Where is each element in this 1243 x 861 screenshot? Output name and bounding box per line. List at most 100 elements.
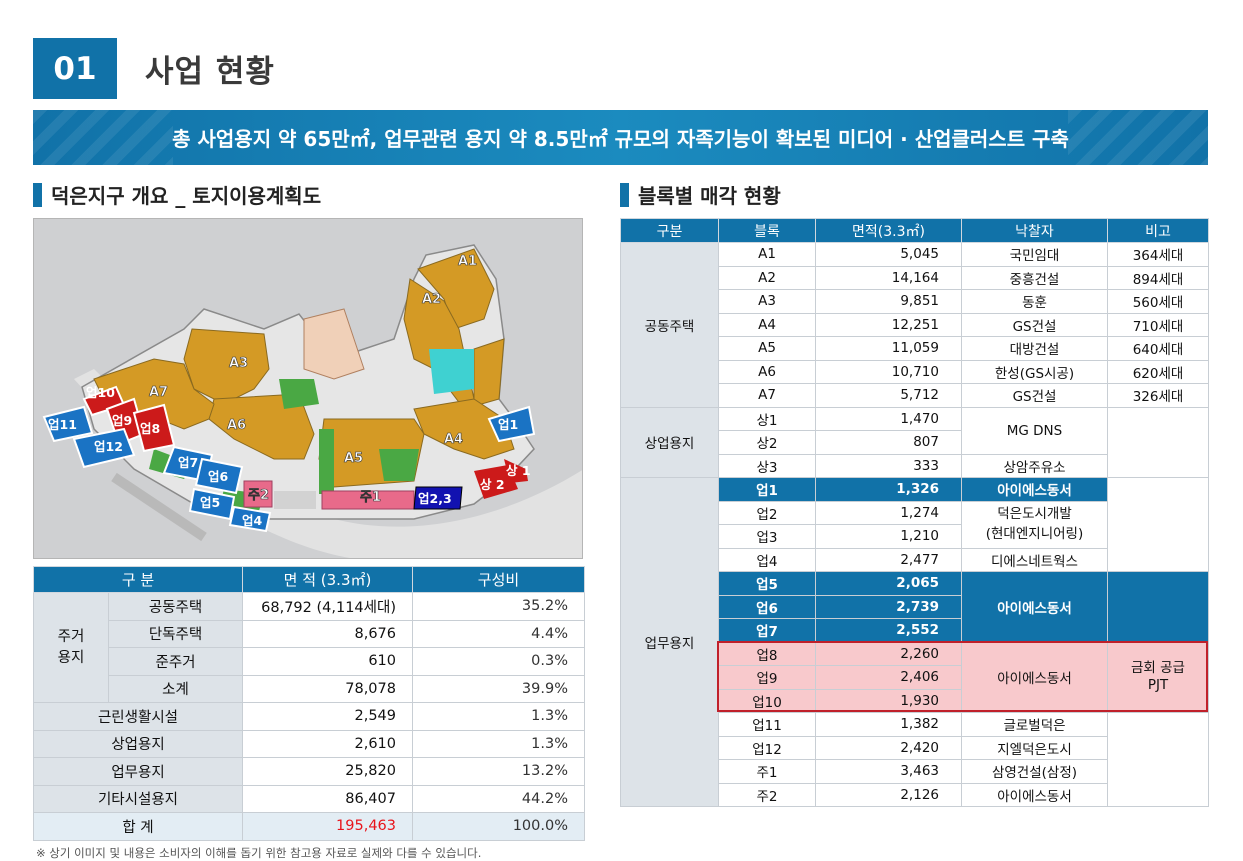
row-label: 단독주택 bbox=[108, 619, 243, 648]
area-cell: 1,470 bbox=[815, 406, 962, 431]
winner-cell: 아이에스동서 bbox=[961, 571, 1108, 643]
table-row: 공동주택 A1 5,045 국민임대 364세대 bbox=[620, 242, 1209, 408]
area-cell: 807 bbox=[815, 430, 962, 455]
land-use-heading-text: 덕은지구 개요 _ 토지이용계획도 bbox=[51, 184, 322, 208]
area-cell: 333 bbox=[815, 453, 962, 478]
table-row: 업6 2,739 bbox=[621, 594, 1209, 619]
row-ratio: 35.2% bbox=[412, 592, 585, 621]
map-label-a5: A5 bbox=[344, 451, 363, 466]
summary-header-area: 면 적 (3.3㎡) bbox=[242, 566, 413, 593]
winner-cell: 동훈 bbox=[961, 289, 1108, 314]
heading-bar bbox=[620, 182, 629, 207]
summary-header-ratio: 구성비 bbox=[412, 566, 585, 593]
note-cell: 894세대 bbox=[1107, 265, 1209, 290]
table-row: 업2 1,274 덕은도시개발 (현대엔지니어링) bbox=[621, 500, 1209, 549]
block-cell: A2 bbox=[718, 265, 816, 290]
map-label-a1: A1 bbox=[458, 254, 477, 269]
banner-text: 총 사업용지 약 65만㎡, 업무관련 용지 약 8.5만㎡ 규모의 자족기능이… bbox=[172, 127, 1069, 151]
area-cell: 2,477 bbox=[815, 547, 962, 572]
block-cell: 업9 bbox=[718, 665, 816, 690]
table-row: A7 5,712 GS건설 326세대 bbox=[621, 383, 1209, 408]
row-label: 소계 bbox=[108, 674, 243, 703]
area-cell: 2,420 bbox=[815, 735, 962, 760]
table-row: A5 11,059 대방건설 640세대 bbox=[621, 336, 1209, 361]
table-row: 업무용지 25,820 13.2% bbox=[33, 757, 585, 786]
table-row: 업12 2,420 지엘덕은도시 bbox=[621, 735, 1209, 760]
table-row: 업10 1,930 bbox=[621, 688, 1209, 713]
row-area: 610 bbox=[242, 647, 413, 676]
header-note: 비고 bbox=[1107, 218, 1209, 243]
block-cell: A1 bbox=[718, 242, 816, 267]
block-cell: 상3 bbox=[718, 453, 816, 478]
total-ratio: 100.0% bbox=[412, 812, 585, 841]
block-cell: A3 bbox=[718, 289, 816, 314]
block-cell: 주1 bbox=[718, 759, 816, 784]
block-cell: A6 bbox=[718, 359, 816, 384]
footnote: ※ 상기 이미지 및 내용은 소비자의 이해를 돕기 위한 참고용 자료로 실제… bbox=[36, 846, 482, 860]
table-row: 업9 2,406 bbox=[621, 665, 1209, 690]
block-sales-table: 구분 블록 면적(3.3㎡) 낙찰자 비고 공동주택 A1 5,045 국민임대… bbox=[620, 218, 1209, 807]
block-cell: 업2 bbox=[718, 500, 816, 525]
row-label: 상업용지 bbox=[33, 729, 243, 758]
table-row: 상2 807 bbox=[621, 430, 1209, 455]
header-category: 구분 bbox=[620, 218, 719, 243]
map-label-up23: 업2,3 bbox=[418, 491, 452, 506]
map-label-a6: A6 bbox=[227, 418, 246, 433]
map-label-up8: 업8 bbox=[140, 421, 160, 436]
table-row: 업4 2,477 디에스네트웍스 bbox=[621, 547, 1209, 572]
area-cell: 1,274 bbox=[815, 500, 962, 525]
category-business: 업무용지 bbox=[620, 477, 719, 807]
table-row: 업3 1,210 bbox=[621, 524, 1209, 549]
winner-cell: GS건설 bbox=[961, 312, 1108, 337]
winner-cell: 대방건설 bbox=[961, 336, 1108, 361]
table-row: 상3 333 상암주유소 bbox=[621, 453, 1209, 478]
winner-cell: 아이에스동서 bbox=[961, 477, 1108, 502]
winner-cell: 아이에스동서 bbox=[961, 641, 1108, 713]
block-cell: 업8 bbox=[718, 641, 816, 666]
winner-cell: 중흥건설 bbox=[961, 265, 1108, 290]
row-ratio: 0.3% bbox=[412, 647, 585, 676]
note-cell: 금회 공급 PJT bbox=[1107, 641, 1209, 713]
row-ratio: 1.3% bbox=[412, 729, 585, 758]
note-cell bbox=[1107, 571, 1209, 643]
land-use-map: A1 A2 A3 A4 A5 A6 A7 주1 주2 업10 업9 업8 업11… bbox=[33, 218, 583, 559]
map-label-a4: A4 bbox=[444, 432, 463, 447]
land-use-heading: 덕은지구 개요 _ 토지이용계획도 bbox=[33, 180, 321, 209]
winner-cell: 지엘덕은도시 bbox=[961, 735, 1108, 760]
block-cell: A5 bbox=[718, 336, 816, 361]
row-ratio: 1.3% bbox=[412, 702, 585, 731]
note-cell bbox=[1107, 406, 1209, 478]
area-cell: 3,463 bbox=[815, 759, 962, 784]
map-label-up7: 업7 bbox=[178, 455, 198, 470]
table-row: 주2 2,126 아이에스동서 bbox=[621, 782, 1209, 807]
area-cell: 1,210 bbox=[815, 524, 962, 549]
map-label-up11: 업11 bbox=[48, 417, 77, 432]
row-ratio: 13.2% bbox=[412, 757, 585, 786]
table-row: 준주거 610 0.3% bbox=[34, 647, 585, 676]
map-label-a3: A3 bbox=[229, 356, 248, 371]
block-cell: 업7 bbox=[718, 618, 816, 643]
area-cell: 14,164 bbox=[815, 265, 962, 290]
table-row: 상업용지 상1 1,470 MG DNS bbox=[620, 406, 1209, 478]
table-row: 기타시설용지 86,407 44.2% bbox=[33, 784, 585, 813]
area-cell: 5,712 bbox=[815, 383, 962, 408]
note-cell: 710세대 bbox=[1107, 312, 1209, 337]
table-row: 업11 1,382 글로벌덕은 bbox=[621, 712, 1209, 807]
table-row: 주1 3,463 삼영건설(삼정) bbox=[621, 759, 1209, 784]
area-cell: 12,251 bbox=[815, 312, 962, 337]
row-area: 78,078 bbox=[242, 674, 413, 703]
block-cell: 업11 bbox=[718, 712, 816, 737]
winner-cell: 국민임대 bbox=[961, 242, 1108, 267]
area-cell: 11,059 bbox=[815, 336, 962, 361]
table-row: 업5 2,065 아이에스동서 bbox=[621, 571, 1209, 643]
headline-banner: 총 사업용지 약 65만㎡, 업무관련 용지 약 8.5만㎡ 규모의 자족기능이… bbox=[33, 110, 1208, 165]
area-cell: 9,851 bbox=[815, 289, 962, 314]
row-label: 공동주택 bbox=[108, 592, 243, 621]
winner-cell: 글로벌덕은 bbox=[961, 712, 1108, 737]
block-cell: 업5 bbox=[718, 571, 816, 596]
map-label-up4: 업4 bbox=[242, 513, 263, 528]
area-cell: 1,382 bbox=[815, 712, 962, 737]
area-cell: 2,260 bbox=[815, 641, 962, 666]
map-label-up10: 업10 bbox=[86, 385, 115, 400]
block-cell: 업6 bbox=[718, 594, 816, 619]
